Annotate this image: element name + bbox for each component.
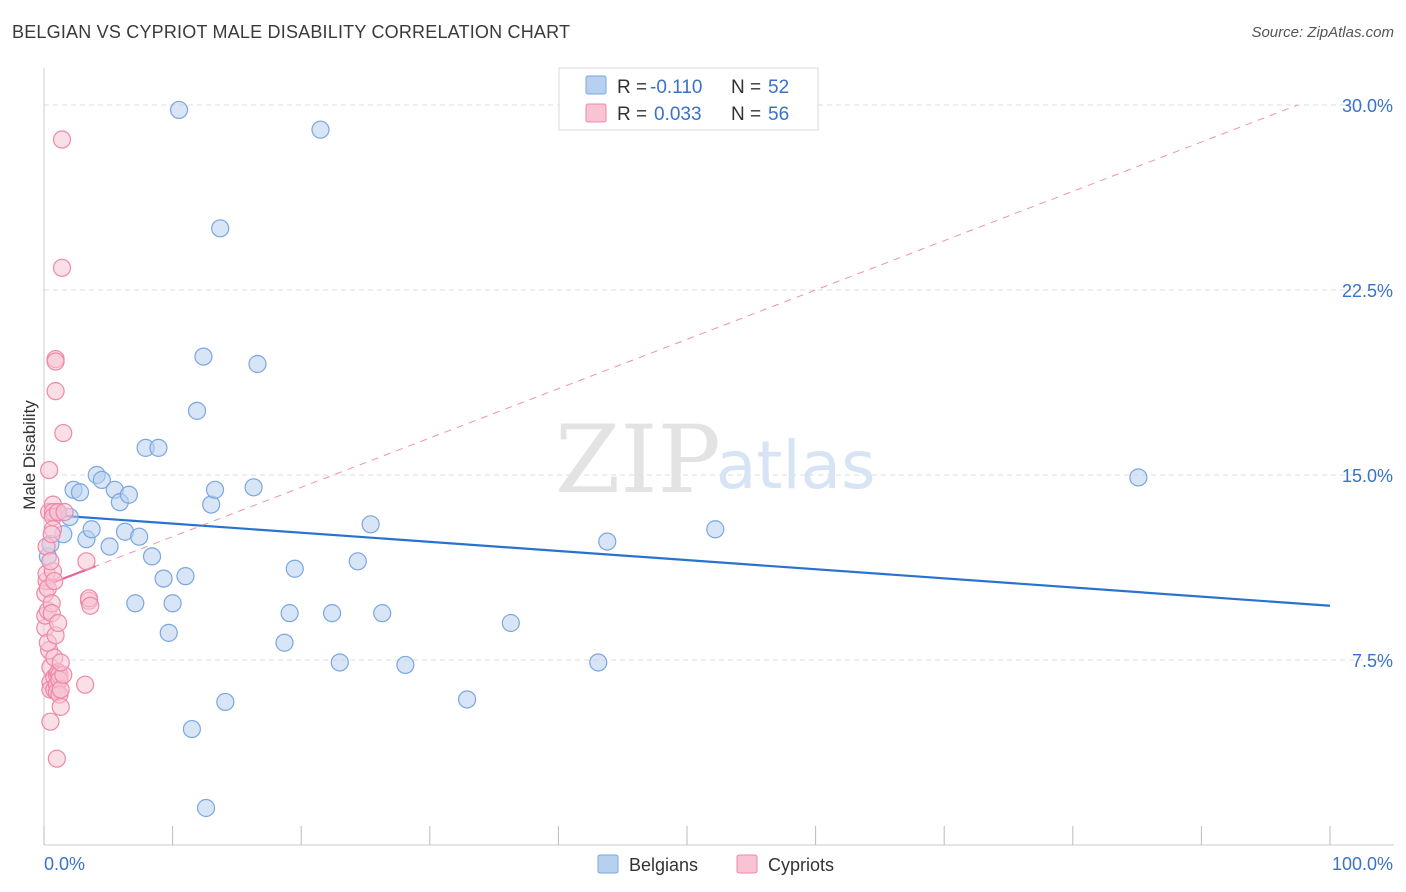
- cypriot-point: [46, 382, 65, 401]
- axes: [43, 68, 1394, 846]
- cypriot-point: [51, 697, 70, 716]
- belgian-point: [589, 653, 608, 672]
- y-axis-title: Male Disability: [20, 400, 39, 510]
- legend-belgians-swatch: [597, 854, 619, 874]
- y-tick-label: 22.5%: [1342, 281, 1393, 301]
- belgian-point: [598, 532, 617, 551]
- belgian-n-label: N =: [731, 77, 761, 98]
- series-legend: Belgians Cypriots: [597, 854, 834, 875]
- cypriot-r-label: R =: [617, 104, 647, 125]
- chart-title: BELGIAN VS CYPRIOT MALE DISABILITY CORRE…: [12, 22, 571, 42]
- belgian-point: [130, 527, 149, 546]
- cypriot-point: [54, 423, 73, 443]
- y-tick-label: 30.0%: [1342, 96, 1393, 116]
- cypriot-point: [47, 749, 66, 768]
- belgian-point: [154, 569, 173, 588]
- data-points: [36, 100, 1148, 818]
- source-note: Source: ZipAtlas.com: [1251, 24, 1394, 41]
- belgian-point: [285, 559, 304, 578]
- legend-cypriots-label: Cypriots: [768, 855, 834, 875]
- belgian-point: [322, 604, 342, 623]
- belgian-point: [163, 594, 182, 613]
- belgian-point: [126, 594, 145, 613]
- belgian-point: [182, 719, 201, 739]
- cypriot-point: [55, 502, 74, 522]
- cypriot-point: [41, 552, 60, 571]
- belgian-point: [330, 653, 349, 672]
- belgian-r-value: -0.110: [650, 77, 702, 98]
- cypriot-point: [49, 613, 68, 633]
- legend-belgians-label: Belgians: [629, 855, 698, 875]
- x-tick-labels: 0.0% 100.0%: [44, 854, 1393, 874]
- belgian-point: [396, 655, 415, 675]
- cypriot-point: [76, 675, 95, 694]
- belgian-point: [275, 633, 294, 652]
- belgian-point: [196, 798, 216, 818]
- watermark-zip: ZIP: [555, 406, 721, 515]
- cypriot-trend-extension: [43, 104, 1299, 587]
- cypriot-point: [46, 352, 65, 371]
- belgian-point: [373, 604, 392, 623]
- cypriot-point: [40, 460, 59, 480]
- cypriot-point: [51, 653, 70, 672]
- belgian-swatch: [585, 75, 607, 95]
- trend-lines: [43, 104, 1331, 607]
- x-tick-label: 100.0%: [1332, 854, 1393, 874]
- watermark-atlas: atlas: [716, 427, 876, 504]
- cypriot-point: [52, 130, 72, 149]
- belgian-point: [706, 520, 725, 539]
- belgian-point: [142, 547, 162, 566]
- cypriot-n-value: 56: [768, 104, 789, 125]
- cypriot-point: [81, 596, 100, 615]
- cypriot-point: [51, 680, 70, 699]
- belgian-trend-line: [43, 513, 1331, 607]
- cypriot-point: [42, 525, 61, 544]
- belgian-point: [248, 354, 267, 374]
- y-tick-label: 15.0%: [1342, 466, 1393, 486]
- cypriot-point: [52, 258, 72, 277]
- belgian-point: [457, 690, 477, 709]
- cypriot-r-value: 0.033: [654, 104, 702, 125]
- belgian-point: [187, 401, 207, 420]
- cypriot-point: [77, 552, 96, 571]
- belgian-point: [244, 478, 263, 497]
- cypriot-point: [41, 712, 60, 731]
- belgian-point: [92, 470, 111, 490]
- watermark: ZIP atlas: [555, 406, 876, 515]
- belgian-r-label: R =: [617, 77, 647, 98]
- belgian-point: [82, 520, 101, 539]
- legend-cypriots-swatch: [736, 854, 758, 874]
- belgian-n-value: 52: [768, 77, 789, 98]
- belgian-point: [216, 692, 235, 712]
- belgian-point: [194, 347, 213, 366]
- cypriot-swatch: [585, 103, 607, 123]
- belgian-point: [501, 613, 520, 633]
- belgian-point: [205, 480, 225, 499]
- x-tick-label: 0.0%: [44, 854, 85, 874]
- belgian-point: [159, 623, 178, 642]
- belgian-point: [361, 515, 380, 534]
- belgian-point: [1129, 468, 1148, 487]
- belgian-point: [169, 100, 189, 120]
- belgian-point: [119, 485, 138, 504]
- belgian-point: [100, 537, 119, 556]
- cypriot-point: [45, 571, 64, 591]
- y-tick-labels: 7.5% 15.0% 22.5% 30.0%: [1342, 96, 1393, 671]
- belgian-point: [211, 219, 230, 238]
- cypriot-n-label: N =: [731, 104, 761, 125]
- belgian-point: [149, 438, 168, 457]
- belgian-point: [311, 120, 330, 139]
- stats-legend: R = -0.110 N = 52 R = 0.033 N = 56: [558, 67, 819, 131]
- gridlines: [44, 104, 1394, 661]
- belgian-point: [176, 567, 195, 586]
- belgian-point: [348, 552, 367, 571]
- y-tick-label: 7.5%: [1352, 651, 1393, 671]
- belgian-point: [280, 604, 299, 623]
- belgian-point: [70, 483, 90, 502]
